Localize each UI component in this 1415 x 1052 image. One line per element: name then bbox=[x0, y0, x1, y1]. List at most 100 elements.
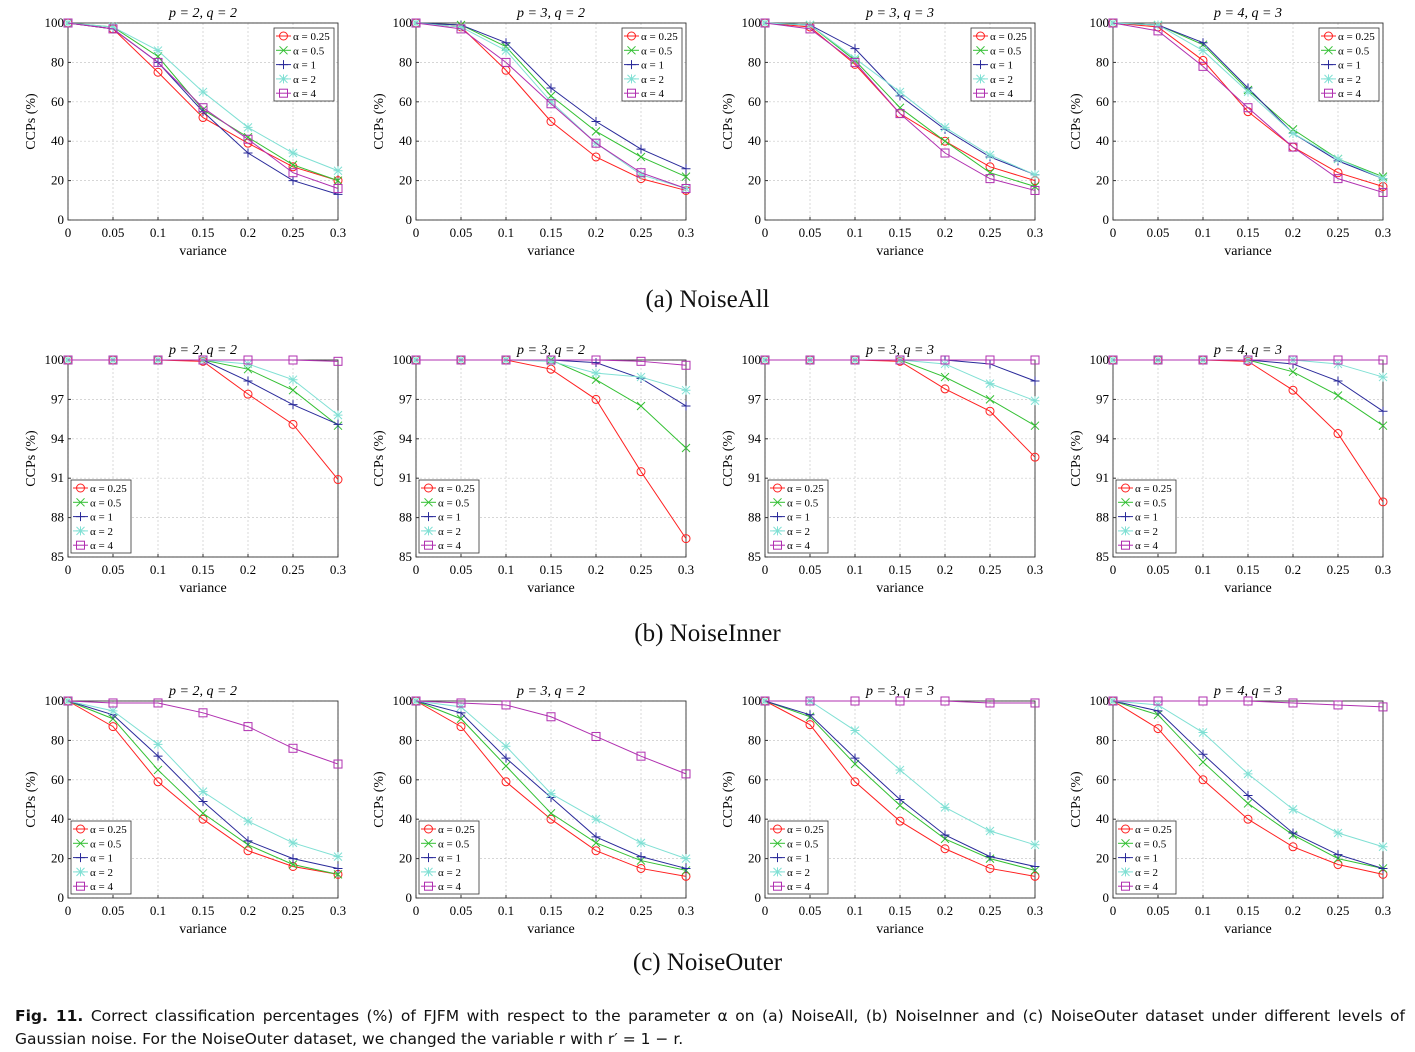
data-point bbox=[1153, 724, 1163, 734]
y-tick-label: 40 bbox=[51, 133, 64, 148]
y-tick-label: 20 bbox=[51, 173, 64, 188]
x-tick-label: 0.05 bbox=[102, 903, 125, 918]
x-tick-label: 0.15 bbox=[192, 225, 215, 240]
y-tick-label: 80 bbox=[399, 732, 412, 747]
data-point bbox=[591, 138, 601, 148]
y-tick-label: 88 bbox=[51, 510, 64, 525]
data-point bbox=[153, 765, 163, 775]
data-point bbox=[1243, 355, 1253, 365]
x-tick-label: 0.25 bbox=[1327, 225, 1350, 240]
x-axis-label: variance bbox=[1224, 922, 1271, 937]
axes-box bbox=[415, 22, 687, 221]
chart-3-3: 0 20 40 60 80 100 0 0.05 0.1 0.15 0.2 0.25 0.3 p = 3,… bbox=[721, 684, 1043, 937]
data-point bbox=[501, 761, 511, 771]
data-point bbox=[985, 174, 995, 184]
y-tick-label: 85 bbox=[748, 549, 761, 564]
x-tick-label: 0.05 bbox=[799, 562, 822, 577]
legend-marker-x bbox=[76, 838, 85, 848]
data-point bbox=[895, 696, 905, 706]
legend-marker-x bbox=[627, 45, 636, 55]
y-axis-label: CCPs (%) bbox=[372, 771, 387, 828]
series-line bbox=[415, 700, 687, 877]
y-tick-label: 80 bbox=[1096, 732, 1109, 747]
data-point bbox=[288, 838, 298, 848]
y-tick-label: 0 bbox=[58, 890, 65, 905]
y-tick-label: 20 bbox=[1096, 851, 1109, 866]
legend-marker-plus bbox=[1121, 853, 1130, 863]
legend-label: α = 4 bbox=[787, 540, 810, 552]
x-tick-label: 0.2 bbox=[1285, 903, 1301, 918]
data-point bbox=[636, 356, 646, 366]
data-point bbox=[681, 401, 691, 411]
legend-marker-plus bbox=[1121, 512, 1130, 522]
x-tick-label: 0.1 bbox=[847, 562, 863, 577]
data-point bbox=[636, 751, 646, 761]
legend-label: α = 0.5 bbox=[641, 45, 673, 57]
data-point bbox=[681, 183, 691, 193]
chart-title: p = 3, q = 3 bbox=[865, 343, 934, 358]
series-line bbox=[1113, 700, 1384, 708]
x-tick-label: 0.15 bbox=[1237, 225, 1260, 240]
legend-marker-circle bbox=[1324, 31, 1333, 41]
data-point bbox=[243, 376, 253, 386]
data-point bbox=[805, 24, 815, 34]
data-point bbox=[198, 355, 208, 365]
legend-label: α = 0.5 bbox=[990, 45, 1022, 57]
x-tick-label: 0.2 bbox=[937, 562, 953, 577]
data-point bbox=[1378, 174, 1388, 184]
data-point bbox=[1198, 355, 1208, 365]
data-point bbox=[1333, 168, 1343, 178]
chart-3-4: 0 20 40 60 80 100 0 0.05 0.1 0.15 0.2 0.25 0.3 p = 4,… bbox=[1069, 684, 1391, 937]
legend-marker-circle bbox=[1121, 824, 1130, 834]
x-tick-label: 0 bbox=[65, 903, 72, 918]
data-point bbox=[805, 720, 815, 730]
y-tick-label: 80 bbox=[51, 54, 64, 69]
data-point bbox=[1243, 769, 1253, 779]
x-tick-label: 0.3 bbox=[678, 903, 694, 918]
data-point bbox=[198, 708, 208, 718]
x-tick-label: 0.25 bbox=[1327, 562, 1350, 577]
x-tick-label: 0.25 bbox=[1327, 903, 1350, 918]
x-tick-label: 0.1 bbox=[150, 562, 166, 577]
x-tick-label: 0.1 bbox=[847, 225, 863, 240]
legend-label: α = 4 bbox=[787, 881, 810, 893]
data-point bbox=[805, 355, 815, 365]
data-point bbox=[333, 183, 343, 193]
data-point bbox=[940, 696, 950, 706]
y-tick-label: 60 bbox=[51, 94, 64, 109]
data-point bbox=[1243, 87, 1253, 97]
y-tick-label: 0 bbox=[1103, 890, 1110, 905]
data-point bbox=[63, 355, 73, 365]
data-point bbox=[501, 700, 511, 710]
data-point bbox=[636, 152, 646, 162]
data-point bbox=[1198, 757, 1208, 767]
legend-marker-asterisk bbox=[1324, 74, 1333, 84]
y-tick-label: 40 bbox=[51, 811, 64, 826]
legend-label: α = 0.5 bbox=[787, 838, 819, 850]
x-tick-label: 0.05 bbox=[450, 225, 473, 240]
data-point bbox=[850, 355, 860, 365]
panel-caption-noiseouter: (c) NoiseOuter bbox=[632, 949, 783, 976]
x-tick-label: 0.2 bbox=[1285, 225, 1301, 240]
legend-label: α = 1 bbox=[787, 853, 810, 865]
x-tick-label: 0.2 bbox=[588, 903, 604, 918]
legend-marker-x bbox=[76, 497, 85, 507]
series-line bbox=[764, 22, 1036, 191]
x-tick-label: 0.2 bbox=[937, 903, 953, 918]
data-point bbox=[1198, 696, 1208, 706]
data-point bbox=[805, 696, 815, 706]
y-tick-label: 91 bbox=[399, 470, 412, 485]
legend-label: α = 2 bbox=[641, 74, 664, 86]
data-point bbox=[333, 410, 343, 420]
x-tick-label: 0.3 bbox=[1027, 562, 1043, 577]
data-point bbox=[591, 814, 601, 824]
data-point bbox=[243, 134, 253, 144]
data-point bbox=[198, 808, 208, 818]
legend-label: α = 4 bbox=[990, 88, 1013, 100]
data-point bbox=[681, 769, 691, 779]
data-point bbox=[681, 443, 691, 453]
chart-title: p = 3, q = 2 bbox=[516, 6, 585, 21]
chart-title: p = 2, q = 2 bbox=[168, 343, 237, 358]
figure-caption: Fig. 11. Correct classification percenta… bbox=[15, 1005, 1405, 1051]
x-tick-label: 0.1 bbox=[1195, 562, 1211, 577]
